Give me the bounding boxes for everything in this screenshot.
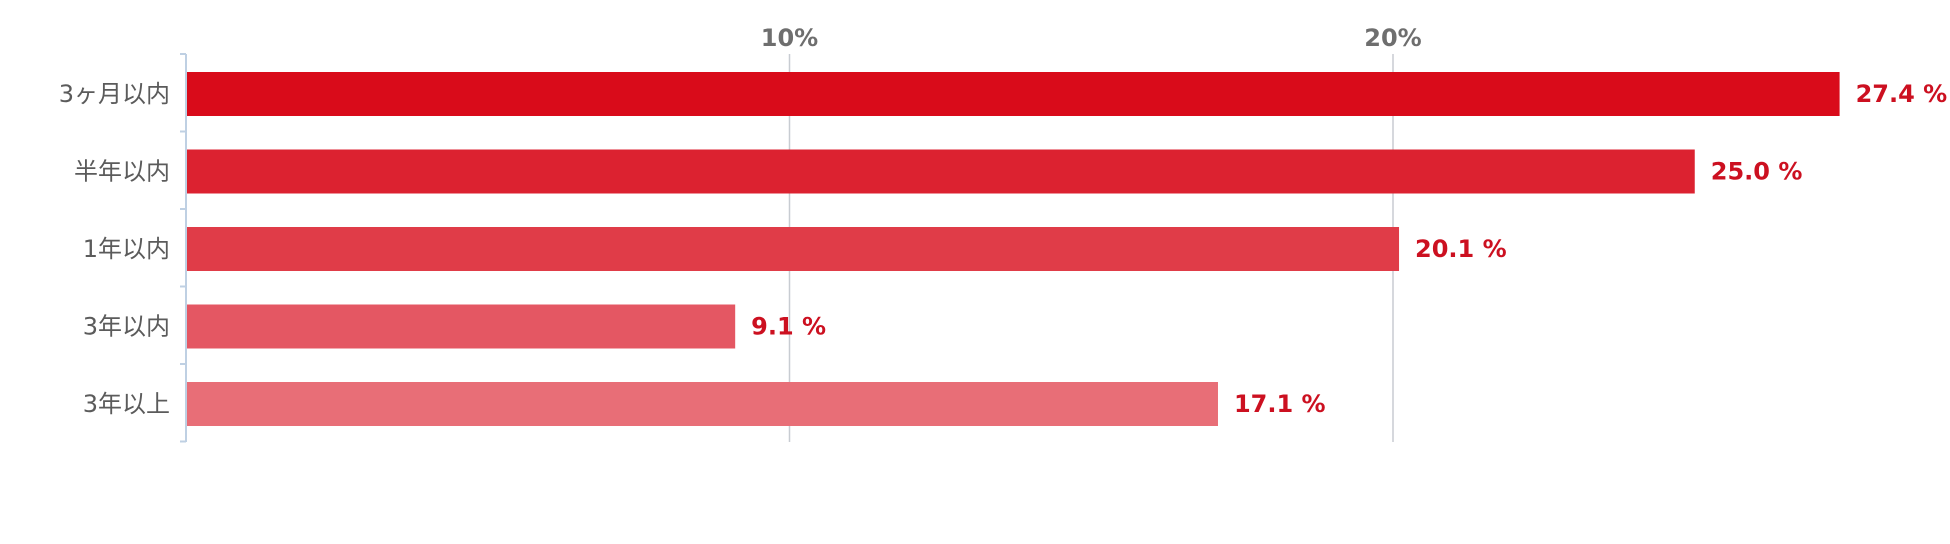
value-label: 25.0 %	[1711, 158, 1803, 186]
category-label: 3ヶ月以内	[59, 80, 170, 108]
x-tick-label: 10%	[761, 24, 818, 52]
bar	[186, 304, 736, 349]
category-label: 3年以内	[83, 313, 170, 341]
bars	[186, 72, 1840, 426]
value-label: 20.1 %	[1415, 235, 1507, 263]
x-tick-label: 20%	[1364, 24, 1421, 52]
value-axis-ticks: 10% 20%	[761, 24, 1422, 52]
bar	[186, 227, 1400, 271]
value-label: 9.1 %	[751, 313, 826, 341]
value-labels: 27.4 % 25.0 % 20.1 % 9.1 % 17.1 %	[751, 80, 1947, 418]
category-label: 1年以内	[83, 235, 170, 263]
value-label: 17.1 %	[1234, 390, 1326, 418]
category-label: 3年以上	[83, 390, 170, 418]
bar	[186, 382, 1218, 426]
bar	[186, 72, 1840, 116]
category-label: 半年以内	[74, 158, 170, 186]
bar	[186, 149, 1695, 194]
value-label: 27.4 %	[1856, 80, 1948, 108]
